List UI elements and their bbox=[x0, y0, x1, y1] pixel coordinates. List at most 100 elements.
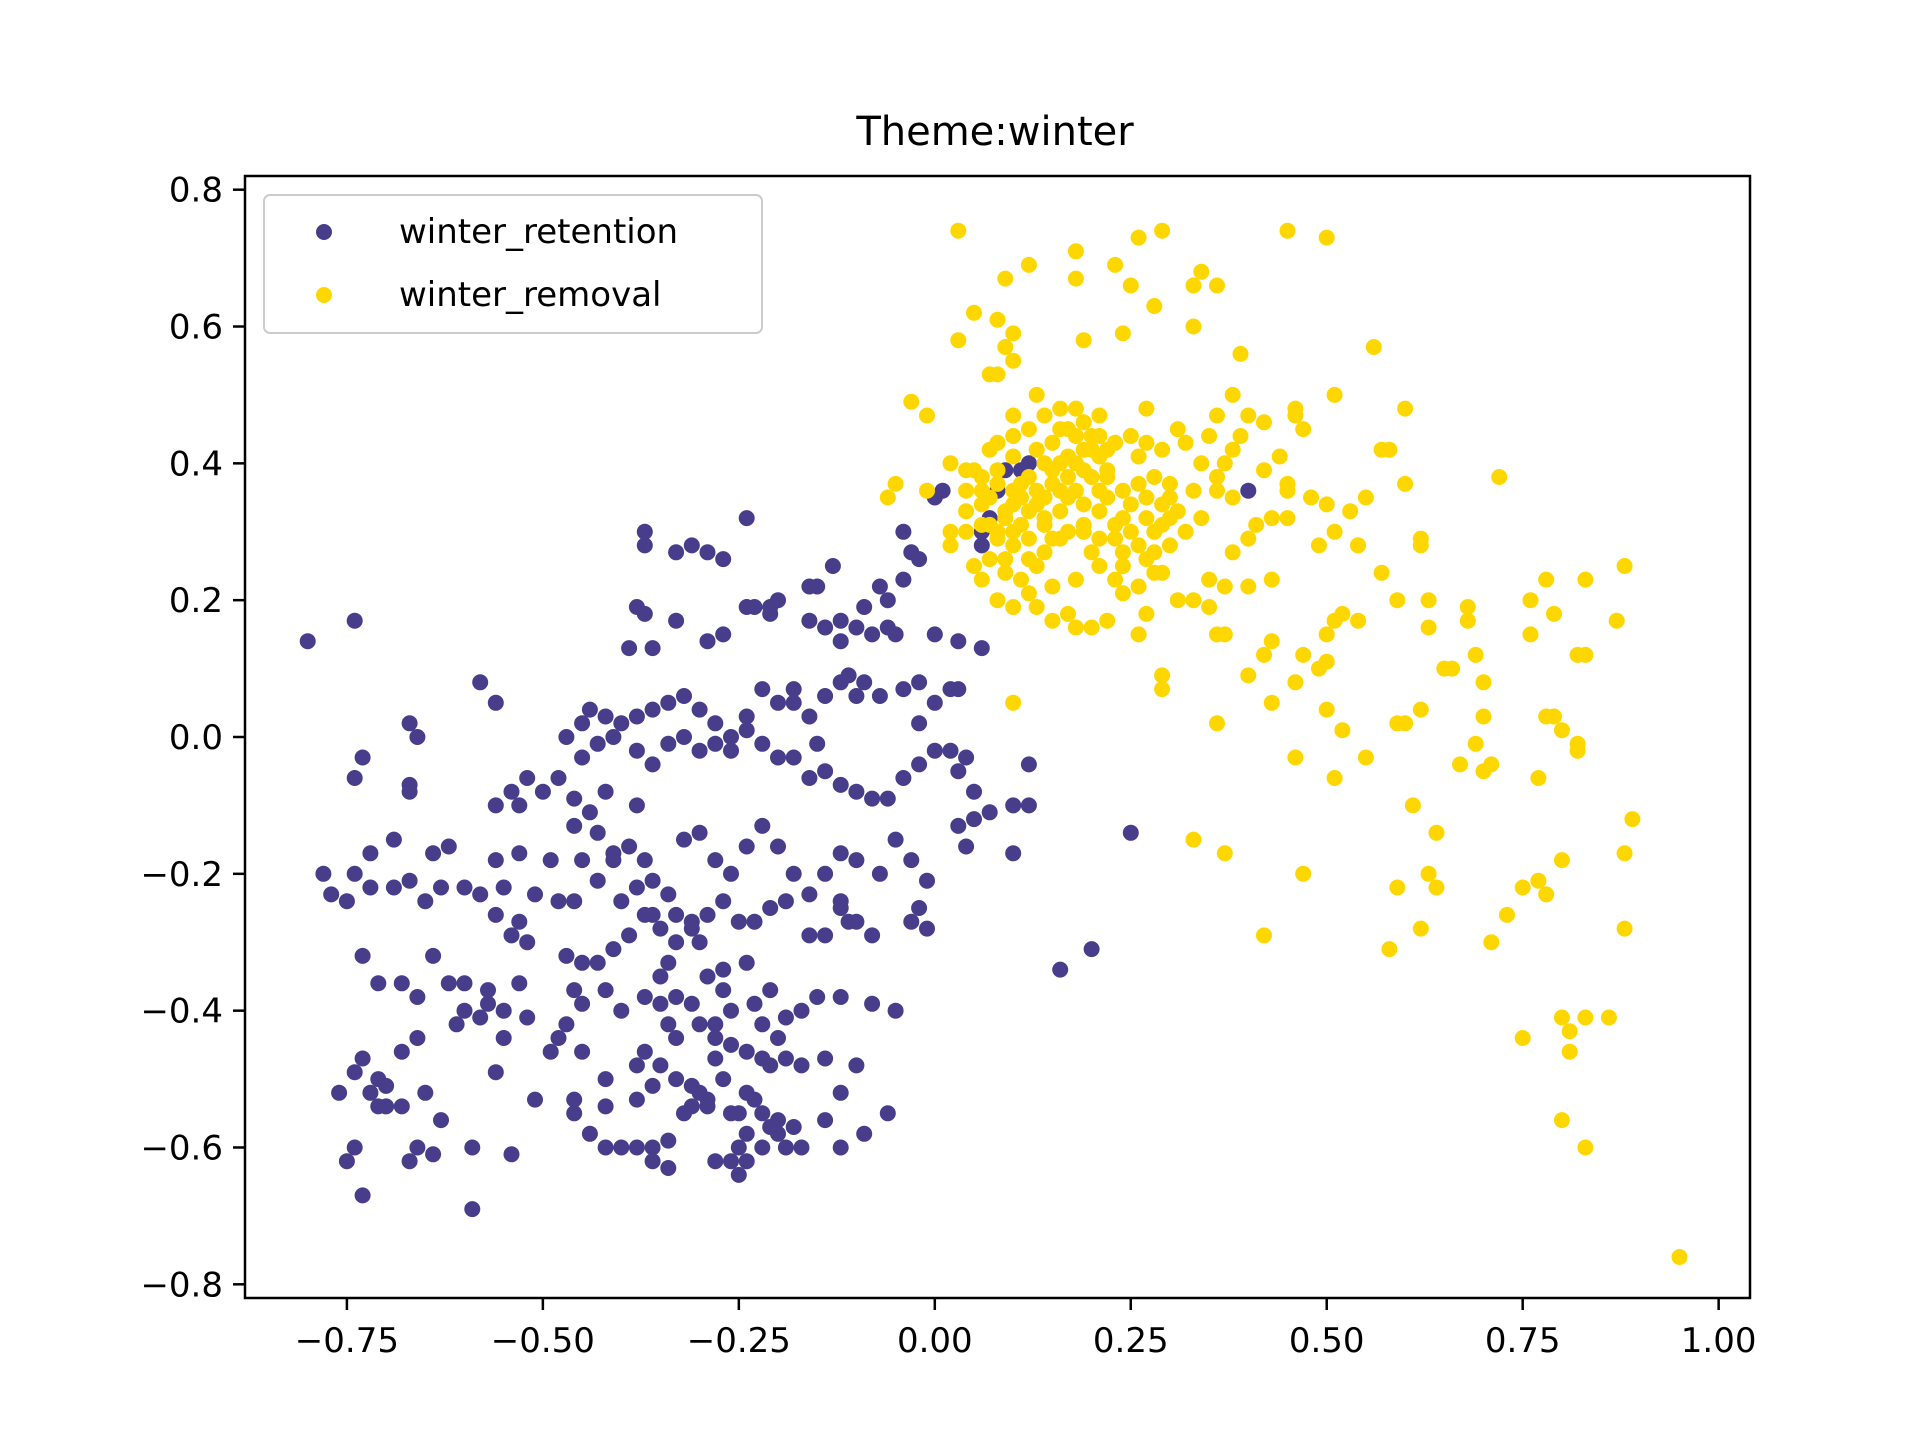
point-winter-retention bbox=[785, 865, 802, 882]
point-winter-retention bbox=[519, 770, 536, 786]
point-winter-retention bbox=[440, 838, 457, 855]
point-winter-retention bbox=[668, 906, 685, 923]
point-winter-retention bbox=[354, 1050, 371, 1067]
point-winter-removal bbox=[1216, 626, 1233, 643]
point-winter-removal bbox=[1075, 441, 1092, 458]
point-winter-retention bbox=[754, 681, 771, 698]
point-winter-retention bbox=[433, 879, 449, 896]
point-winter-retention bbox=[385, 831, 402, 848]
point-winter-retention bbox=[636, 852, 653, 869]
point-winter-retention bbox=[581, 804, 598, 821]
point-winter-removal bbox=[1028, 482, 1045, 499]
point-winter-retention bbox=[511, 845, 528, 862]
point-winter-retention bbox=[895, 770, 912, 786]
point-winter-retention bbox=[613, 1002, 630, 1019]
point-winter-retention bbox=[895, 571, 912, 588]
point-winter-retention bbox=[746, 1091, 763, 1108]
point-winter-retention bbox=[683, 920, 700, 937]
point-winter-removal bbox=[1616, 558, 1633, 574]
point-winter-removal bbox=[1146, 564, 1163, 581]
point-winter-removal bbox=[989, 523, 1006, 540]
point-winter-removal bbox=[1530, 872, 1547, 889]
x-tick-label: 0.75 bbox=[1485, 1321, 1561, 1361]
point-winter-retention bbox=[409, 729, 426, 745]
point-winter-retention bbox=[832, 776, 849, 793]
point-winter-retention bbox=[597, 982, 614, 999]
x-tick-label: 1.00 bbox=[1681, 1321, 1757, 1361]
point-winter-retention bbox=[503, 927, 520, 944]
point-winter-retention bbox=[660, 954, 677, 971]
point-winter-removal bbox=[1130, 537, 1147, 554]
point-winter-retention bbox=[401, 872, 418, 889]
point-winter-retention bbox=[676, 831, 692, 848]
point-winter-removal bbox=[1146, 469, 1163, 485]
point-winter-retention bbox=[817, 619, 834, 636]
point-winter-retention bbox=[464, 1201, 481, 1218]
point-winter-retention bbox=[668, 612, 685, 629]
point-winter-removal bbox=[1459, 612, 1476, 629]
point-winter-retention bbox=[574, 1043, 591, 1060]
point-winter-retention bbox=[848, 852, 865, 869]
point-winter-retention bbox=[503, 1146, 520, 1163]
point-winter-retention bbox=[785, 694, 802, 711]
point-winter-removal bbox=[1420, 865, 1437, 882]
point-winter-removal bbox=[989, 462, 1006, 479]
point-winter-removal bbox=[1138, 400, 1155, 417]
point-winter-removal bbox=[1224, 386, 1241, 403]
point-winter-removal bbox=[989, 311, 1006, 328]
point-winter-removal bbox=[1091, 558, 1108, 574]
point-winter-removal bbox=[973, 482, 990, 499]
point-winter-retention bbox=[738, 708, 755, 725]
series-winter-retention bbox=[299, 455, 1257, 1218]
point-winter-retention bbox=[715, 1071, 732, 1088]
point-winter-removal bbox=[1350, 537, 1367, 554]
point-winter-removal bbox=[1381, 941, 1398, 958]
point-winter-removal bbox=[1067, 619, 1084, 636]
point-winter-removal bbox=[1044, 434, 1061, 451]
point-winter-retention bbox=[770, 749, 786, 766]
point-winter-retention bbox=[448, 1016, 465, 1033]
point-winter-retention bbox=[393, 975, 410, 992]
point-winter-removal bbox=[958, 462, 975, 479]
point-winter-retention bbox=[730, 1166, 747, 1183]
point-winter-removal bbox=[1475, 674, 1492, 691]
point-winter-retention bbox=[856, 674, 873, 691]
point-winter-removal bbox=[1067, 482, 1084, 499]
point-winter-retention bbox=[864, 790, 881, 807]
point-winter-removal bbox=[1216, 845, 1233, 862]
point-winter-removal bbox=[1099, 612, 1116, 629]
point-winter-retention bbox=[370, 975, 387, 992]
point-winter-retention bbox=[338, 893, 355, 910]
point-winter-retention bbox=[864, 995, 881, 1012]
point-winter-removal bbox=[1295, 421, 1312, 438]
point-winter-retention bbox=[848, 783, 865, 800]
point-winter-retention bbox=[495, 1002, 512, 1019]
point-winter-retention bbox=[683, 1098, 700, 1115]
point-winter-retention bbox=[574, 715, 591, 732]
point-winter-removal bbox=[903, 393, 920, 410]
point-winter-retention bbox=[1020, 756, 1037, 773]
point-winter-retention bbox=[770, 1125, 786, 1142]
point-winter-removal bbox=[1005, 352, 1022, 369]
point-winter-retention bbox=[621, 640, 638, 657]
point-winter-retention bbox=[723, 865, 739, 882]
point-winter-removal bbox=[1122, 428, 1139, 444]
point-winter-retention bbox=[981, 804, 998, 821]
point-winter-removal bbox=[1279, 510, 1296, 527]
point-winter-removal bbox=[1577, 1139, 1594, 1156]
points-layer bbox=[299, 222, 1688, 1265]
legend-marker-winter-removal bbox=[316, 287, 332, 303]
point-winter-removal bbox=[1209, 407, 1225, 424]
y-axis: −0.8 −0.6 −0.4 −0.2 0.0 0.2 0.4 0.6 0.8 bbox=[140, 171, 245, 1305]
point-winter-removal bbox=[1114, 482, 1131, 499]
point-winter-removal bbox=[1020, 530, 1037, 547]
point-winter-retention bbox=[958, 838, 975, 855]
point-winter-removal bbox=[1256, 462, 1272, 479]
point-winter-removal bbox=[1146, 544, 1163, 561]
point-winter-removal bbox=[981, 551, 998, 568]
point-winter-retention bbox=[723, 742, 739, 759]
point-winter-removal bbox=[1295, 865, 1312, 882]
point-winter-retention bbox=[487, 694, 504, 711]
point-winter-retention bbox=[793, 1057, 810, 1074]
point-winter-removal bbox=[1067, 270, 1084, 287]
